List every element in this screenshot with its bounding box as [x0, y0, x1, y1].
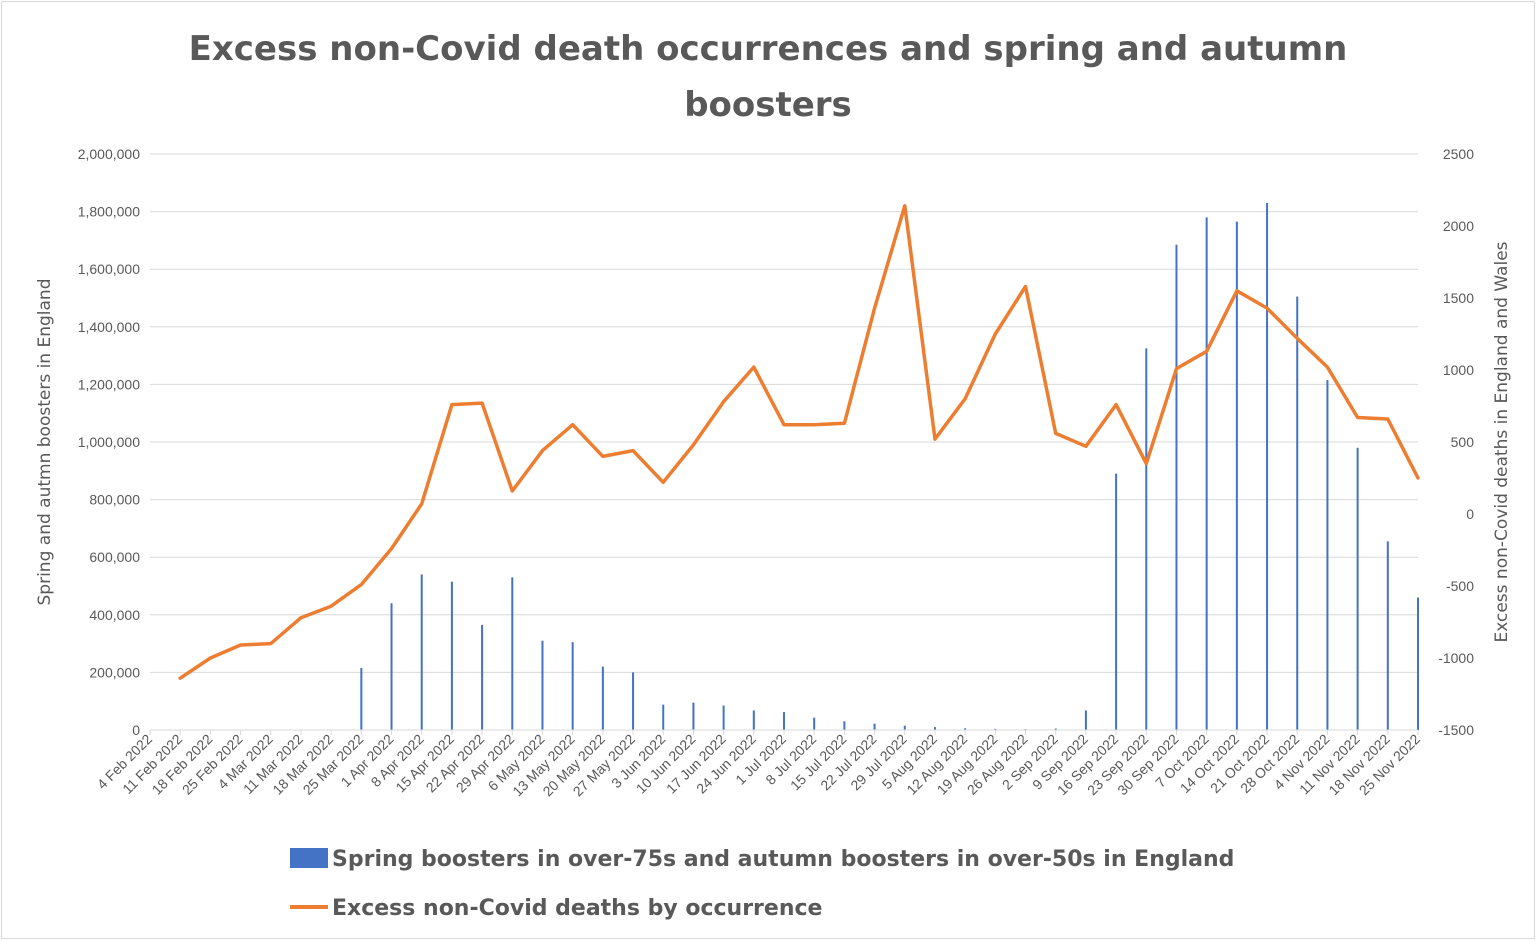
- legend-line-label: Excess non-Covid deaths by occurrence: [332, 896, 822, 921]
- y-right-tick-label: 500: [1451, 434, 1475, 450]
- axis-labels: 0 200,000 400,000 600,000 800,000 1,000,000 1,…: [78, 146, 1475, 799]
- y-left-tick-label: 0: [132, 722, 140, 738]
- booster-bar: [1356, 447, 1359, 730]
- y-left-tick-label: 200,000: [89, 664, 140, 680]
- y-left-tick-label: 800,000: [89, 492, 140, 508]
- booster-bar: [420, 574, 423, 730]
- booster-bar: [813, 717, 816, 730]
- booster-bar: [1084, 710, 1087, 730]
- booster-bar: [994, 728, 997, 730]
- booster-bar: [903, 725, 906, 730]
- booster-bar: [692, 702, 695, 730]
- booster-bar: [450, 581, 453, 730]
- legend-bar-label: Spring boosters in over-75s and autumn b…: [332, 847, 1234, 872]
- booster-bar: [964, 728, 967, 730]
- y-left-tick-label: 1,000,000: [78, 434, 140, 450]
- booster-bar: [873, 723, 876, 730]
- legend: Spring boosters in over-75s and autumn b…: [290, 847, 1234, 921]
- booster-bar: [722, 705, 725, 730]
- gridlines: [150, 153, 1418, 731]
- y-right-tick-label: -1500: [1438, 722, 1474, 738]
- deaths-line-layer: [178, 204, 1420, 680]
- y-axis-left-title: Spring and autmn boosters in England: [35, 279, 55, 606]
- y-axis-right-title: Excess non-Covid deaths in England and W…: [1492, 241, 1512, 642]
- y-left-tick-label: 2,000,000: [78, 146, 140, 162]
- booster-bar: [1326, 380, 1329, 730]
- y-right-tick-label: 1500: [1443, 290, 1474, 306]
- booster-bar: [1145, 348, 1148, 730]
- chart-title-line-1: Excess non-Covid death occurrences and s…: [189, 29, 1348, 69]
- booster-bar: [662, 704, 665, 730]
- booster-bar: [360, 668, 363, 730]
- legend-bar-swatch: [290, 848, 328, 868]
- excess-deaths-line: [178, 204, 1420, 680]
- booster-bar: [752, 710, 755, 730]
- y-right-tick-label: 2000: [1443, 218, 1474, 234]
- y-right-tick-label: 0: [1466, 506, 1474, 522]
- booster-bar: [481, 624, 484, 730]
- y-left-tick-label: 1,600,000: [78, 261, 140, 277]
- y-left-tick-label: 400,000: [89, 607, 140, 623]
- booster-bar: [843, 721, 846, 730]
- booster-bar: [1417, 597, 1419, 730]
- booster-bar: [1175, 244, 1178, 730]
- y-left-tick-label: 1,800,000: [78, 204, 140, 220]
- booster-bar: [601, 666, 604, 730]
- chart-title-line-2: boosters: [684, 85, 852, 125]
- booster-bar: [783, 712, 785, 730]
- booster-bar: [1386, 541, 1389, 730]
- y-right-tick-label: 1000: [1443, 362, 1474, 378]
- booster-bar: [1115, 473, 1118, 730]
- booster-bar: [1054, 728, 1057, 730]
- booster-bar: [1205, 217, 1208, 731]
- y-right-tick-label: 2500: [1443, 146, 1474, 162]
- booster-bar: [390, 603, 393, 730]
- y-right-tick-label: -1000: [1438, 650, 1474, 666]
- booster-bar: [933, 727, 936, 730]
- booster-bar: [511, 577, 514, 730]
- booster-bar: [632, 672, 635, 730]
- booster-bar: [541, 640, 544, 730]
- booster-bar: [1266, 202, 1269, 730]
- booster-bar: [1235, 221, 1238, 730]
- y-left-tick-label: 600,000: [89, 549, 140, 565]
- booster-bar: [571, 642, 574, 730]
- booster-bars: [360, 202, 1419, 731]
- booster-bar: [1296, 296, 1299, 730]
- y-left-tick-label: 1,400,000: [78, 319, 140, 335]
- y-right-tick-label: -500: [1446, 578, 1474, 594]
- y-left-tick-label: 1,200,000: [78, 376, 140, 392]
